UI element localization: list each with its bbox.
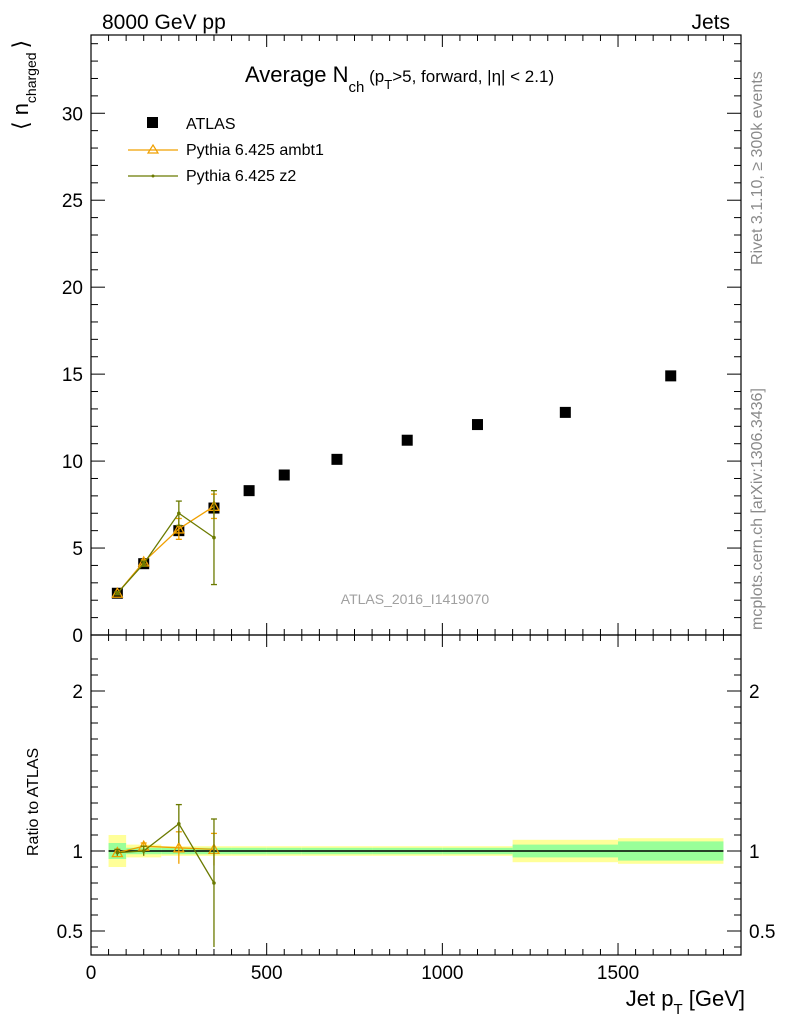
ratio-y-tick-label-right: 1	[749, 842, 760, 863]
title-main: Average N	[245, 62, 349, 87]
atlas-point	[559, 406, 571, 418]
ratio-y-tick-label: 2	[72, 682, 83, 703]
atlas-point	[401, 434, 413, 446]
atlas-point	[278, 469, 290, 481]
y-tick-label: 30	[62, 104, 83, 125]
rivet-label: Rivet 3.1.10, ≥ 300k events	[749, 71, 766, 265]
y-tick-label: 15	[62, 365, 83, 386]
z2-point	[177, 511, 181, 516]
x-axis-label: Jet pT [GeV]	[626, 986, 745, 1018]
x-tick-label: 500	[251, 963, 283, 984]
y-axis-label: ⟨ ncharged ⟩	[8, 40, 39, 130]
ratio-y-axis-label: Ratio to ATLAS	[25, 748, 42, 856]
header-right-label: Jets	[691, 11, 730, 34]
legend-z2-marker	[151, 174, 155, 178]
ratio-ambt1-line	[117, 845, 215, 854]
z2-point	[141, 561, 146, 566]
y-axis-label-sub: charged	[23, 52, 39, 103]
x-axis-label-unit: [GeV]	[683, 986, 745, 1011]
ratio-z2-point	[177, 822, 181, 826]
y-tick-label: 25	[62, 191, 83, 212]
y-axis-label-main: ⟨ n	[8, 103, 33, 130]
atlas-point	[471, 419, 483, 431]
ambt1-line	[116, 505, 215, 594]
x-tick-label: 1000	[421, 963, 463, 984]
ratio-ambt1-point	[172, 841, 185, 853]
legend-ambt1-label: Pythia 6.425 ambt1	[186, 142, 324, 159]
ratio-y-tick-label-right: 0.5	[749, 922, 775, 943]
watermark: ATLAS_2016_I1419070	[341, 591, 490, 607]
title-rest-sub: T	[384, 77, 392, 92]
ratio-plot: 0 500 1000 1500 0.5 0.5 1 1 2 2	[57, 634, 775, 984]
ratio-z2-point	[115, 850, 120, 855]
z2-point	[115, 591, 120, 596]
legend: ATLAS Pythia 6.425 ambt1 Pythia 6.425 z2	[128, 116, 324, 185]
ratio-y-tick-label: 0.5	[57, 922, 83, 943]
title-sub: ch	[349, 79, 365, 96]
title-rest-a: (p	[364, 67, 384, 86]
y-tick-label: 20	[62, 278, 83, 299]
x-tick-label: 0	[86, 963, 97, 984]
x-axis-label-sub: T	[673, 1001, 682, 1018]
main-plot: 0 5 10 15 20 25 30	[62, 34, 742, 647]
ratio-z2-point	[212, 881, 216, 885]
y-tick-label: 0	[72, 626, 83, 647]
ratio-z2-line	[117, 822, 215, 884]
x-tick-label: 1500	[597, 963, 639, 984]
atlas-point	[331, 453, 343, 465]
z2-line	[116, 512, 215, 594]
y-tick-label: 5	[72, 539, 83, 560]
mcplots-label: mcplots.cern.ch [arXiv:1306.3436]	[749, 388, 766, 630]
z2-point	[212, 535, 216, 540]
legend-atlas-label: ATLAS	[186, 116, 236, 133]
ratio-y-tick-label-right: 2	[749, 682, 760, 703]
title-rest-b: >5, forward, |η| < 2.1)	[392, 67, 554, 86]
atlas-point	[665, 370, 677, 382]
y-axis-label-end: ⟩	[8, 40, 33, 49]
ratio-frame	[90, 634, 742, 956]
ratio-z2-point	[141, 849, 146, 853]
ratio-y-tick-label: 1	[72, 842, 83, 863]
legend-ambt1-marker	[146, 143, 160, 154]
ambt1-point	[172, 522, 185, 534]
legend-atlas-marker	[147, 117, 158, 128]
header-left-label: 8000 GeV pp	[102, 11, 226, 34]
ambt1-point	[111, 586, 124, 598]
legend-z2-label: Pythia 6.425 z2	[186, 168, 296, 185]
svg-text:⟨ ncharged⟩: ⟨ ncharged ⟩	[8, 40, 39, 130]
chart-title: Average Nch (pT>5, forward, |η| < 2.1)	[245, 62, 554, 96]
atlas-point	[243, 485, 255, 497]
x-axis-label-main: Jet p	[626, 986, 674, 1011]
y-tick-label: 10	[62, 452, 83, 473]
